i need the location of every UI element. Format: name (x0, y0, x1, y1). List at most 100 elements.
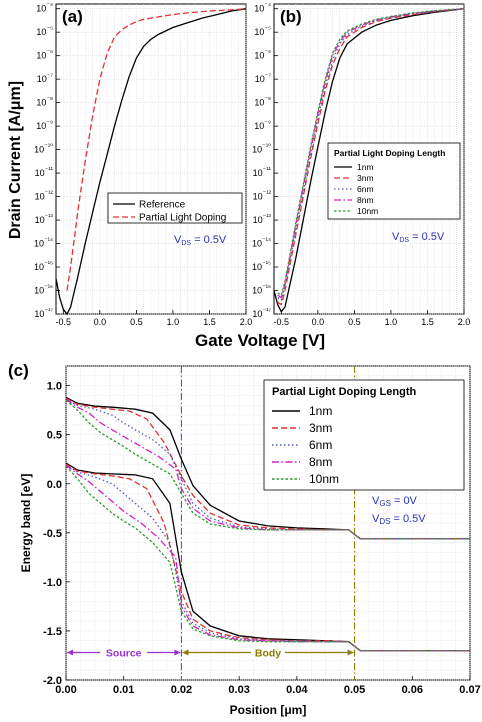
c-ytick-label: -1.0 (43, 577, 62, 589)
a-ytick-label: 10⁻¹⁵ (34, 261, 53, 272)
panel-a-vds-rest: = 0.5V (191, 234, 227, 246)
a-ytick-label: 10⁻¹⁶ (34, 285, 53, 296)
panel-c-vds-sub: DS (379, 517, 390, 526)
panel-a: -0.5 0.0 0.5 1.0 1.5 2.0 10⁻⁴ 10⁻⁵ 10⁻⁶ 10⁻⁷ 10⁻⁸ 1… (34, 3, 252, 327)
panel-c-legend-label: 1nm (309, 404, 332, 418)
panel-c-legend-label: 3nm (309, 421, 332, 435)
panel-a-legend-label: Partial Light Doping (139, 213, 226, 224)
a-xtick-label: 1.0 (167, 317, 180, 327)
panel-c-legend-label: 8nm (309, 455, 332, 469)
c-ytick-label: -0.5 (43, 528, 62, 540)
c-xtick-label: 0.07 (459, 684, 480, 696)
panel-b-legend-label: 1nm (357, 162, 374, 172)
b-ytick-label: 10⁻¹⁴ (252, 238, 271, 249)
b-ytick-label: 10⁻¹⁰ (252, 143, 271, 155)
c-xtick-label: 0.03 (228, 684, 249, 696)
panel-a-vds-annotation: VDS = 0.5V (174, 234, 227, 247)
panel-b-lines (273, 8, 465, 313)
c-ytick-label: -2.0 (43, 675, 62, 687)
b-ytick-label: 10⁻⁵ (254, 26, 271, 37)
c-region-label-bg (100, 645, 148, 660)
c-xtick-label: 0.05 (344, 684, 365, 696)
c-ytick-label: -1.5 (43, 626, 62, 638)
b-xtick-label: 0.0 (312, 317, 325, 327)
b-xtick-label: 1.5 (421, 317, 434, 327)
c-xtick-label: 0.06 (402, 684, 423, 696)
panel-c-label: (c) (8, 361, 29, 380)
a-xtick-label: 0.5 (130, 317, 143, 327)
panel-a-lines (55, 8, 247, 316)
a-ytick-label: 10⁻⁴ (36, 3, 53, 14)
panel-c-legend-label: 10nm (309, 472, 339, 486)
c-series-4-ev (65, 465, 470, 652)
c-ytick-label: 0.5 (47, 430, 62, 442)
c-region-label-1: Body (255, 648, 281, 660)
c-xtick-label: 0.01 (113, 684, 134, 696)
a-ytick-label: 10⁻⁶ (36, 50, 53, 61)
c-region-arrowhead-right (347, 649, 354, 656)
panel-c: 0.00 0.01 0.02 0.03 0.04 0.05 0.06 0.07 1.0 0.5 0.… (8, 361, 481, 717)
panel-b: -0.5 0.0 0.5 1.0 1.5 2.0 10⁻⁴ 10⁻⁵ 10⁻⁶ 10⁻⁷ 10⁻⁸ 1… (252, 3, 470, 327)
c-ytick-label: 0.0 (47, 479, 62, 491)
panel-c-legend-box (263, 379, 465, 491)
b-ytick-label: 10⁻⁷ (255, 73, 272, 84)
b-ytick-label: 10⁻⁸ (254, 97, 271, 108)
panel-c-legend: Partial Light Doping Length 1nm 3nm 6nm 8nm… (263, 379, 465, 491)
b-xtick-label: 1.0 (385, 317, 398, 327)
panel-b-vds-sub: DS (399, 237, 409, 244)
panel-c-xlabel: Position [μm] (230, 703, 307, 717)
panel-a-vds-sub: DS (181, 240, 191, 247)
panel-b-ticks: -0.5 0.0 0.5 1.0 1.5 2.0 10⁻⁴ 10⁻⁵ 10⁻⁶ 10⁻⁷ 10⁻⁸ 1… (252, 3, 470, 327)
panel-a-legend-label: Reference (139, 200, 186, 211)
a-ytick-label: 10⁻⁸ (36, 97, 53, 108)
a-xtick-label: 1.5 (203, 317, 216, 327)
panel-c-vds-rest: = 0.5V (390, 513, 426, 525)
panel-c-lines (65, 396, 470, 652)
a-ytick-label: 10⁻⁵ (36, 26, 53, 37)
c-xtick-label: 0.02 (171, 684, 192, 696)
a-xtick-label: 0.0 (94, 317, 107, 327)
a-ytick-label: 10⁻¹¹ (35, 167, 54, 178)
b-series-1 (277, 8, 465, 306)
panel-c-vlines (180, 366, 356, 680)
b-series-0 (273, 8, 465, 313)
b-ytick-label: 10⁻¹⁷ (252, 308, 271, 319)
panel-b-legend-title: Partial Light Doping Length (334, 148, 445, 158)
a-ytick-label: 10⁻⁹ (36, 120, 53, 131)
panel-c-vds-annotation: VDS = 0.5V (372, 513, 426, 526)
panel-c-ylabel: Energy band [eV] (19, 474, 33, 573)
panel-c-vds-v: V (372, 513, 380, 525)
a-series-1 (66, 8, 247, 291)
panel-c-ticks: 0.00 0.01 0.02 0.03 0.04 0.05 0.06 0.07 1.0 0.5 0.… (43, 381, 481, 696)
c-series-1-ec (65, 397, 470, 540)
panel-c-vgs-annotation: VGS = 0V (372, 495, 418, 508)
panel-b-label: (b) (280, 7, 302, 26)
c-region-label-bg (251, 645, 285, 660)
panel-b-vds-v: V (392, 231, 400, 243)
c-xtick-label: 0.00 (55, 684, 76, 696)
panel-b-vds-annotation: VDS = 0.5V (392, 231, 445, 244)
a-xtick-label: 2.0 (240, 317, 253, 327)
panel-a-ticks: -0.5 0.0 0.5 1.0 1.5 2.0 10⁻⁴ 10⁻⁵ 10⁻⁶ 10⁻⁷ 10⁻⁸ 1… (34, 3, 252, 327)
a-ytick-label: 10⁻¹⁷ (34, 308, 53, 319)
a-xtick-label: -0.5 (56, 317, 72, 327)
a-ytick-label: 10⁻¹⁴ (34, 238, 53, 249)
c-xtick-label: 0.04 (286, 684, 308, 696)
panel-b-legend-box (327, 142, 461, 220)
b-ytick-label: 10⁻¹⁶ (252, 285, 271, 296)
a-ytick-label: 10⁻¹³ (35, 214, 54, 225)
b-ytick-label: 10⁻¹⁵ (252, 261, 271, 272)
panel-c-legend-title: Partial Light Doping Length (272, 386, 416, 398)
panel-b-legend-label: 10nm (357, 206, 378, 216)
b-ytick-label: 10⁻⁴ (254, 3, 271, 14)
c-region-arrowhead-right (174, 649, 181, 656)
b-xtick-label: 2.0 (458, 317, 471, 327)
c-region-label-0: Source (106, 648, 142, 660)
panel-c-vgs-rest: = 0V (391, 495, 418, 507)
b-ytick-label: 10⁻¹³ (253, 214, 272, 225)
a-ytick-label: 10⁻¹⁰ (34, 143, 53, 155)
b-ytick-label: 10⁻⁶ (254, 50, 271, 61)
b-ytick-label: 10⁻¹² (253, 191, 272, 202)
c-region-arrowhead-left (182, 649, 189, 656)
